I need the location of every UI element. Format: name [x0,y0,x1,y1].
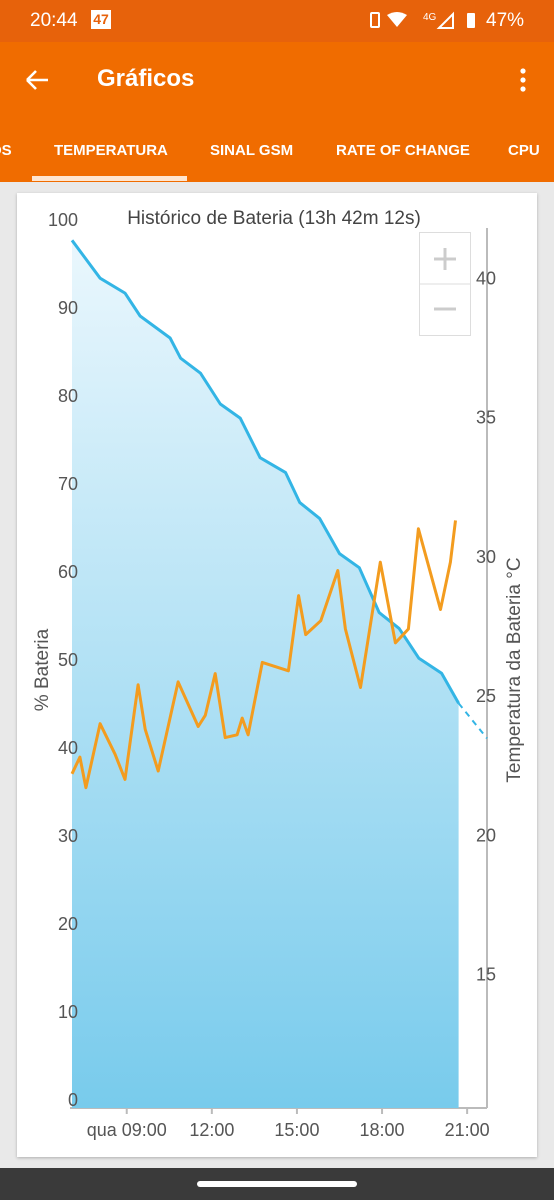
home-indicator[interactable] [197,1181,357,1187]
y2-tick-label: 15 [476,965,496,985]
x-tick-label: 21:00 [445,1120,490,1140]
y-tick-label: 60 [58,562,78,582]
y-tick-label: 30 [58,826,78,846]
navigation-bar [0,1168,554,1200]
y2-tick-label: 20 [476,825,496,845]
y-tick-label: 20 [58,914,78,934]
x-tick-label: qua 09:00 [87,1120,167,1140]
battery-level: 47% [486,10,525,31]
status-icons: 4G [370,11,475,29]
x-tick-label: 12:00 [189,1120,234,1140]
area [72,240,459,1109]
y-tick-label: 70 [58,474,78,494]
tab-bar: OS TEMPERATURA SINAL GSM RATE OF CHANGE CPU [0,128,554,182]
zoom-in[interactable] [434,248,456,270]
y2-tick-label: 35 [476,408,496,428]
y-tick-label: 80 [58,386,78,406]
tab[interactable]: SINAL GSM [210,142,294,159]
zoom-controls [419,232,471,336]
y-tick-label: 10 [58,1002,78,1022]
y-tick-label: 100 [48,210,78,230]
y2-axis-label: Temperatura da Bateria °C [504,557,525,782]
status-bar: 20:44 47 4G 47% [0,0,554,42]
clock: 20:44 [30,10,78,31]
y2-tick-label: 25 [476,686,496,706]
y2-tick-label: 40 [476,268,496,288]
line [457,702,488,740]
app-title: Gráficos [97,65,195,92]
tab[interactable]: OS [0,142,12,159]
tab-indicator [32,176,187,181]
y-tick-label: 90 [58,298,78,318]
y-tick-label: 50 [58,650,78,670]
tab[interactable]: RATE OF CHANGE [336,142,470,159]
notification-icon: 47 [91,10,111,29]
tab[interactable]: TEMPERATURA [54,142,168,159]
line [70,239,460,704]
y-tick-label: 40 [58,738,78,758]
line [70,520,457,790]
x-tick-label: 18:00 [360,1120,405,1140]
y-tick-label: 0 [68,1090,78,1110]
tab[interactable]: CPU [508,142,540,159]
chart: Histórico de Bateria (13h 42m 12s) % Bat… [32,208,525,1140]
back-button[interactable] [24,68,52,92]
y2-tick-label: 30 [476,547,496,567]
y-axis-label: % Bateria [32,628,53,711]
app-bar: Gráficos [0,42,554,128]
svg-text:4G: 4G [423,12,437,23]
chart-title: Histórico de Bateria (13h 42m 12s) [127,208,421,229]
menu-button[interactable] [516,66,530,96]
x-tick-label: 15:00 [274,1120,319,1140]
